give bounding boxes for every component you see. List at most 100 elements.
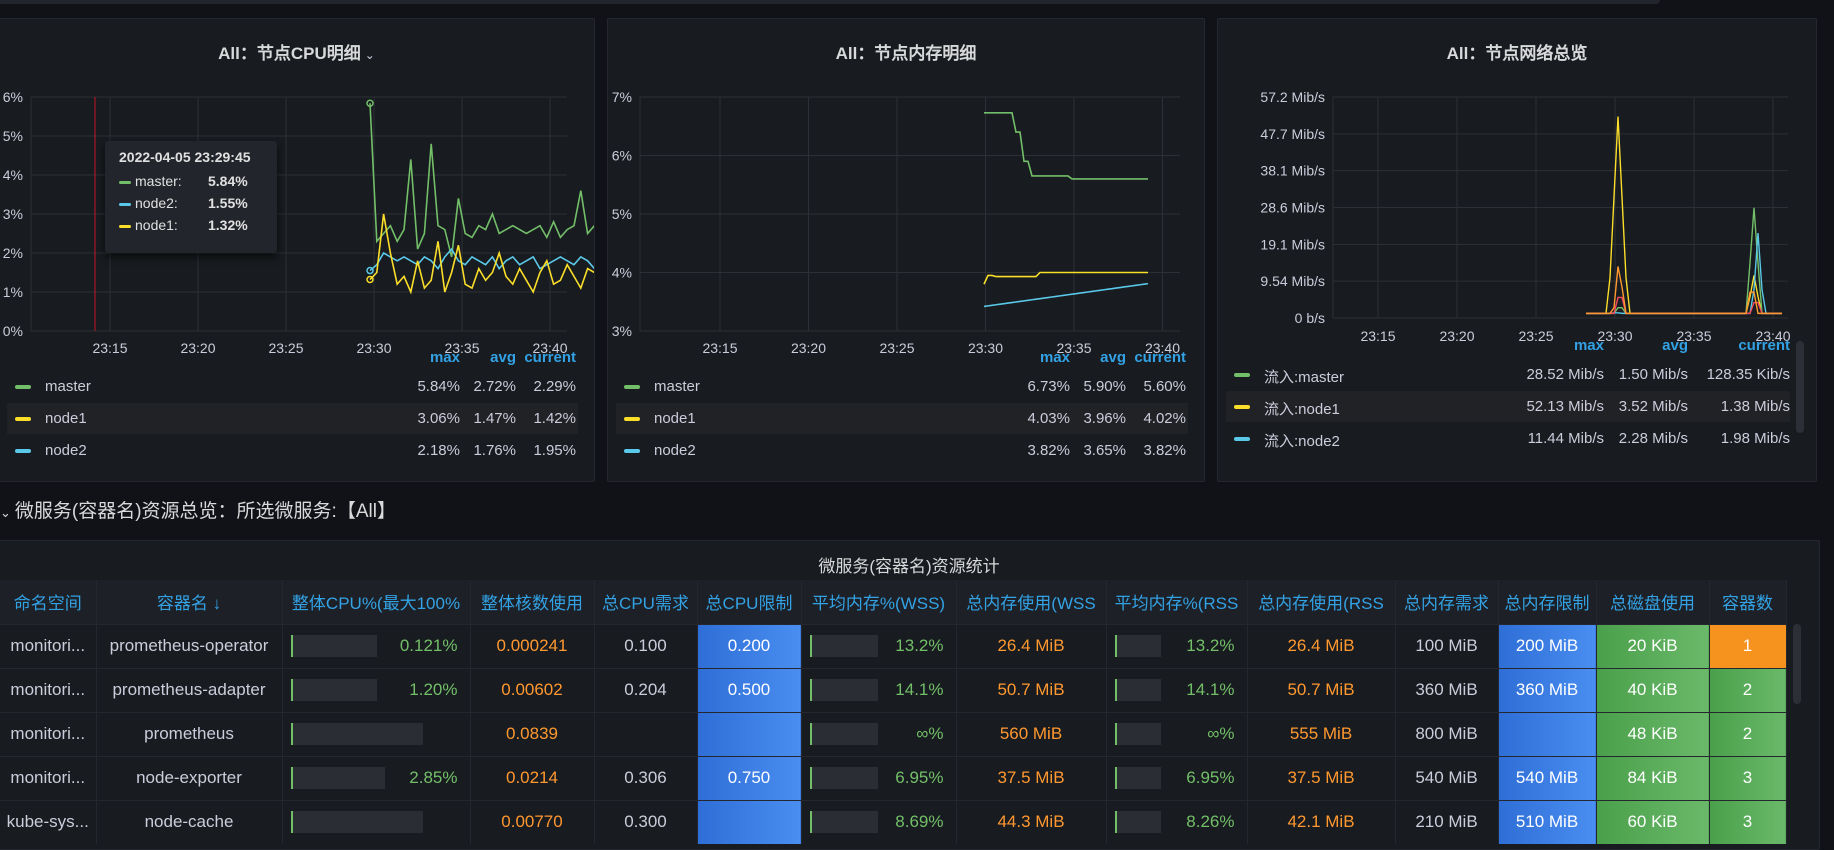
legend-max-value: 4.03% — [1027, 410, 1070, 427]
hover-point — [366, 99, 374, 107]
bar-gauge: 1.20% — [287, 677, 466, 703]
legend-sort-avg[interactable]: avg — [1662, 337, 1688, 354]
series-swatch[interactable] — [15, 385, 31, 389]
column-header[interactable]: 总磁盘使用 — [1596, 580, 1710, 624]
namespace-cell[interactable]: kube-sys... — [0, 799, 97, 844]
network-panel-title[interactable]: All：节点网络总览 — [1218, 39, 1816, 64]
top-scroll-thumb[interactable] — [0, 0, 1660, 4]
legend-sort-max[interactable]: max — [1039, 349, 1070, 366]
series-swatch — [119, 181, 131, 184]
cpu-percent-cell: 0.121% — [282, 623, 471, 668]
series-swatch[interactable] — [624, 449, 640, 453]
column-header[interactable]: 总CPU限制 — [697, 580, 802, 624]
series-name[interactable]: 流入:node2 — [1264, 433, 1340, 450]
mem-request-cell: 800 MiB — [1395, 711, 1499, 756]
column-header[interactable]: 容器名 ↓ — [96, 580, 283, 624]
bar-gauge — [287, 809, 466, 835]
column-header[interactable]: 命名空间 — [0, 580, 97, 624]
section-header[interactable]: ⌄ 微服务(容器名)资源总览：所选微服务:【All】 — [0, 496, 396, 526]
network-graph[interactable]: 57.2 Mib/s 47.7 Mib/s 38.1 Mib/s 28.6 Mib/s… — [1218, 19, 1817, 349]
x-tick-label: 23:40 — [1755, 328, 1790, 344]
column-header[interactable]: 平均内存%(WSS) — [801, 580, 957, 624]
cpu-graph[interactable]: 6% 5% 4% 3% 2% 1% 0% 23:15 23:20 23:25 23:30 23:35 2… — [0, 19, 595, 359]
series-swatch[interactable] — [1234, 373, 1250, 377]
series-swatch[interactable] — [624, 417, 640, 421]
series-name[interactable]: node2 — [654, 442, 696, 459]
mem-limit-cell: 510 MiB — [1498, 799, 1597, 844]
column-header[interactable]: 整体核数使用 — [470, 580, 595, 624]
tooltip-name: master: — [135, 173, 182, 189]
legend-row[interactable]: node2 2.18% 1.76% 1.95% — [7, 435, 578, 466]
series-swatch[interactable] — [15, 417, 31, 421]
legend-max-value: 6.73% — [1027, 378, 1070, 395]
column-header[interactable]: 总内存使用(WSS — [956, 580, 1107, 624]
column-header[interactable]: 整体CPU%(最大100% — [282, 580, 471, 624]
table-scrollbar[interactable] — [1793, 624, 1801, 704]
gauge-bar — [290, 767, 385, 789]
memory-panel-title[interactable]: All：节点内存明细 — [608, 39, 1204, 64]
column-header[interactable]: 平均内存%(RSS — [1106, 580, 1248, 624]
series-name[interactable]: master — [654, 378, 700, 395]
mem-rss-cell: 26.4 MiB — [1247, 623, 1396, 668]
series-swatch[interactable] — [15, 449, 31, 453]
namespace-cell[interactable]: monitori... — [0, 711, 97, 756]
legend-sort-current[interactable]: current — [524, 349, 576, 366]
chevron-down-icon[interactable]: ⌄ — [364, 48, 375, 62]
bar-gauge: 6.95% — [1111, 765, 1243, 791]
chevron-down-icon[interactable]: ⌄ — [0, 505, 11, 520]
container-name-cell[interactable]: prometheus-operator — [96, 623, 283, 668]
container-name-cell[interactable]: prometheus-adapter — [96, 667, 283, 712]
series-swatch[interactable] — [1234, 405, 1250, 409]
gauge-bar — [809, 635, 878, 657]
cpu-request-cell: 0.306 — [594, 755, 698, 800]
table-row[interactable]: monitori... node-exporter 2.85% 0.0214 0.306… — [0, 755, 1787, 800]
mem-request-cell: 540 MiB — [1395, 755, 1499, 800]
legend-row[interactable]: master 5.84% 2.72% 2.29% — [7, 371, 578, 402]
namespace-cell[interactable]: monitori... — [0, 667, 97, 712]
legend-row[interactable]: 流入:master 28.52 Mib/s 1.50 Mib/s 128.35 Kib… — [1226, 359, 1790, 390]
column-header[interactable]: 总内存需求 — [1395, 580, 1499, 624]
x-tick-label: 23:40 — [532, 340, 567, 356]
legend-row[interactable]: 流入:node2 11.44 Mib/s 2.28 Mib/s 1.98 Mib/s — [1226, 423, 1790, 454]
legend-sort-avg[interactable]: avg — [490, 349, 516, 366]
series-name[interactable]: 流入:node1 — [1264, 401, 1340, 418]
cpu-panel-title[interactable]: All：节点CPU明细 ⌄ — [0, 39, 594, 64]
legend-row[interactable]: node2 3.82% 3.65% 3.82% — [616, 435, 1188, 466]
series-name[interactable]: master — [45, 378, 91, 395]
legend-sort-max[interactable]: max — [1573, 337, 1604, 354]
memory-graph[interactable]: 7% 6% 5% 4% 3% 23:15 23:20 23:25 23:30 23:35 23:40 — [608, 19, 1205, 359]
container-name-cell[interactable]: node-cache — [96, 799, 283, 844]
legend-scrollbar[interactable] — [1796, 341, 1804, 433]
container-name-cell[interactable]: prometheus — [96, 711, 283, 756]
series-swatch[interactable] — [624, 385, 640, 389]
series-swatch[interactable] — [1234, 437, 1250, 441]
legend-row[interactable]: 流入:node1 52.13 Mib/s 3.52 Mib/s 1.38 Mib/s — [1226, 391, 1790, 422]
legend-sort-current[interactable]: current — [1134, 349, 1186, 366]
mem-rss-percent-cell: 14.1% — [1106, 667, 1248, 712]
series-name[interactable]: node2 — [45, 442, 87, 459]
table-row[interactable]: kube-sys... node-cache 0.00770 0.300 8.69% 44… — [0, 799, 1787, 844]
column-header[interactable]: 总CPU需求 — [594, 580, 698, 624]
column-header[interactable]: 容器数 — [1709, 580, 1787, 624]
table-row[interactable]: monitori... prometheus-adapter 1.20% 0.0060… — [0, 667, 1787, 712]
series-name[interactable]: 流入:master — [1264, 369, 1345, 386]
mem-rss-cell: 37.5 MiB — [1247, 755, 1396, 800]
namespace-cell[interactable]: monitori... — [0, 623, 97, 668]
column-header[interactable]: 总内存限制 — [1498, 580, 1597, 624]
table-row[interactable]: monitori... prometheus-operator 0.121% 0.00… — [0, 623, 1787, 668]
legend-sort-current[interactable]: current — [1738, 337, 1790, 354]
container-count-cell: 3 — [1709, 799, 1787, 844]
bar-gauge: ∞% — [1111, 721, 1243, 747]
namespace-cell[interactable]: monitori... — [0, 755, 97, 800]
legend-row[interactable]: node1 3.06% 1.47% 1.42% — [7, 403, 578, 434]
legend-sort-avg[interactable]: avg — [1100, 349, 1126, 366]
series-name[interactable]: node1 — [45, 410, 87, 427]
column-header[interactable]: 总内存使用(RSS — [1247, 580, 1396, 624]
legend-current-value: 1.98 Mib/s — [1720, 430, 1790, 447]
container-name-cell[interactable]: node-exporter — [96, 755, 283, 800]
legend-row[interactable]: master 6.73% 5.90% 5.60% — [616, 371, 1188, 402]
legend-row[interactable]: node1 4.03% 3.96% 4.02% — [616, 403, 1188, 434]
table-row[interactable]: monitori... prometheus 0.0839 ∞% 560 MiB ∞% 55… — [0, 711, 1787, 756]
legend-sort-max[interactable]: max — [429, 349, 460, 366]
series-name[interactable]: node1 — [654, 410, 696, 427]
